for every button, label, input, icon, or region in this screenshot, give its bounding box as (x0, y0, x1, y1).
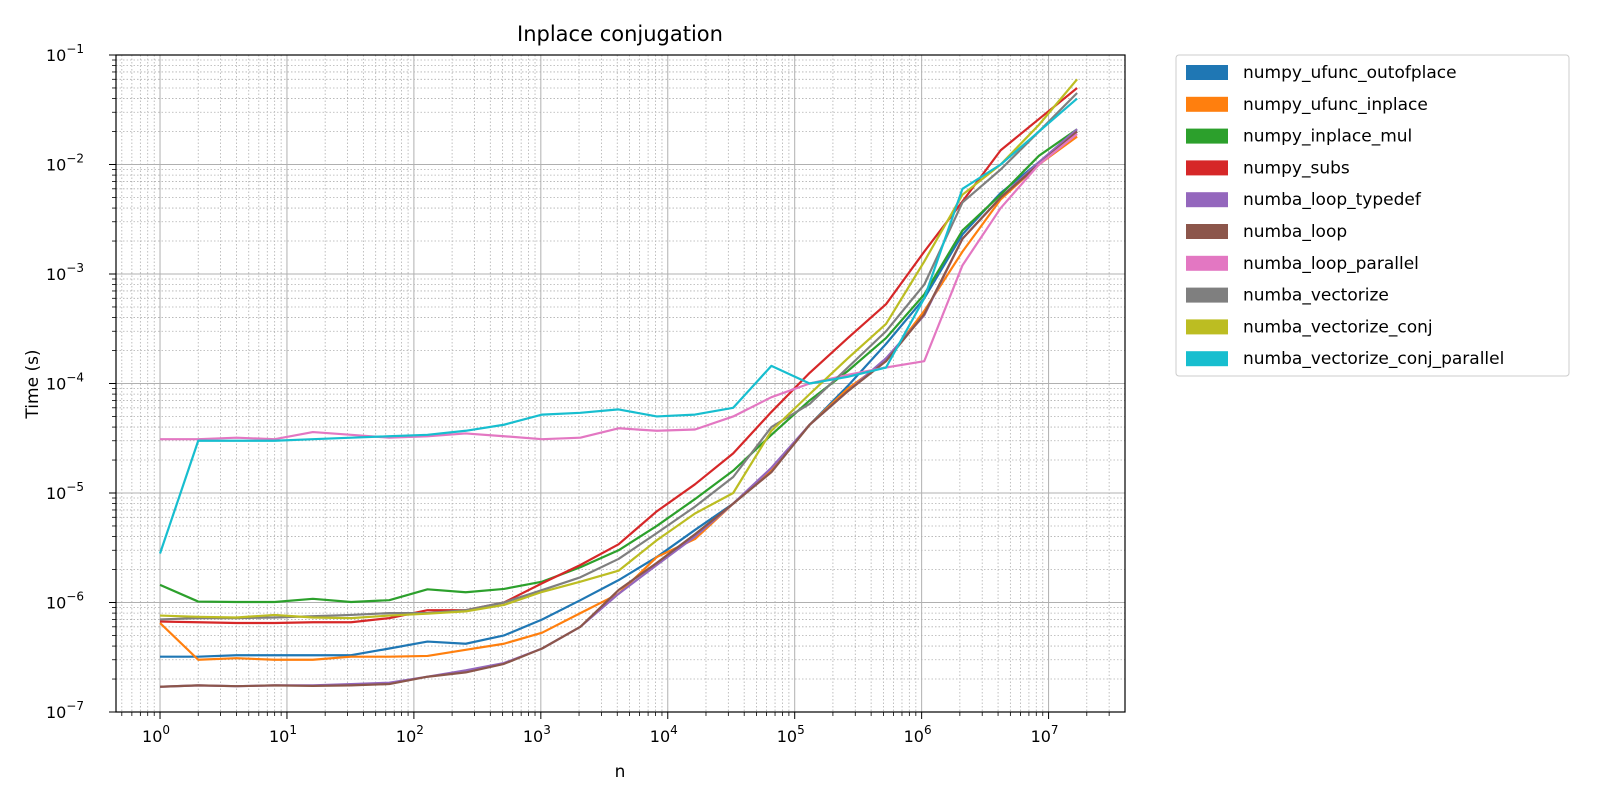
legend-swatch (1186, 287, 1228, 303)
legend-label: numba_vectorize_conj (1243, 317, 1433, 337)
legend-swatch (1186, 224, 1228, 239)
series-line-numba_loop (159, 130, 1078, 688)
legend-swatch (1186, 65, 1228, 80)
x-tick-label: 103 (523, 723, 551, 746)
x-tick-label: 102 (396, 723, 424, 746)
x-tick-label: 104 (650, 723, 678, 746)
y-tick-label: 10−1 (46, 42, 84, 65)
y-axis-label: Time (s) (23, 349, 43, 419)
legend-swatch (1186, 160, 1228, 176)
legend-label: numba_loop_parallel (1243, 254, 1419, 274)
y-axis-ticks: 10−7 10−6 10−5 10−4 10−3 10−2 10−1 (46, 42, 116, 722)
legend-swatch (1186, 96, 1228, 112)
x-tick-label: 106 (904, 723, 932, 746)
series-line-numba_vectorize (159, 92, 1078, 621)
x-axis-label: n (615, 762, 626, 782)
plot-series (158, 78, 1078, 688)
legend-label: numba_vectorize (1243, 286, 1389, 306)
legend-swatch (1186, 351, 1228, 367)
legend-label: numba_vectorize_conj_parallel (1243, 349, 1504, 369)
legend-label: numpy_ufunc_outofplace (1243, 63, 1457, 83)
y-tick-label: 10−6 (46, 590, 84, 613)
legend-frame (1175, 54, 1570, 377)
x-tick-label: 107 (1031, 723, 1059, 746)
series-line-numba_vectorize_conj_parallel (158, 97, 1078, 554)
legend-label: numpy_ufunc_inplace (1243, 95, 1428, 115)
y-tick-label: 10−3 (46, 261, 84, 284)
legend-swatch (1186, 192, 1228, 208)
legend: numpy_ufunc_outofplace numpy_ufunc_inplac… (1175, 54, 1570, 377)
y-tick-label: 10−4 (46, 371, 84, 394)
y-tick-label: 10−2 (46, 152, 84, 175)
chart-title: Inplace conjugation (517, 22, 723, 46)
x-tick-label: 101 (269, 723, 297, 746)
legend-swatch (1186, 319, 1228, 335)
legend-label: numpy_subs (1243, 158, 1350, 178)
series-line-numpy_inplace_mul (159, 128, 1078, 604)
legend-swatch (1186, 128, 1228, 144)
series-line-numpy_subs (159, 87, 1078, 625)
y-tick-label: 10−7 (46, 699, 84, 722)
legend-label: numba_loop_typedef (1243, 190, 1422, 210)
x-tick-label: 100 (142, 723, 170, 746)
legend-swatch (1186, 255, 1228, 271)
x-tick-label: 105 (777, 723, 805, 746)
series-line-numba_vectorize_conj (159, 78, 1078, 620)
legend-label: numba_loop (1243, 222, 1347, 242)
series-line-numba_loop_parallel (160, 133, 1078, 441)
x-axis-ticks: 100 101 102 103 104 105 106 107 (121, 712, 1110, 746)
y-tick-label: 10−5 (46, 480, 84, 503)
legend-label: numpy_inplace_mul (1243, 127, 1412, 147)
